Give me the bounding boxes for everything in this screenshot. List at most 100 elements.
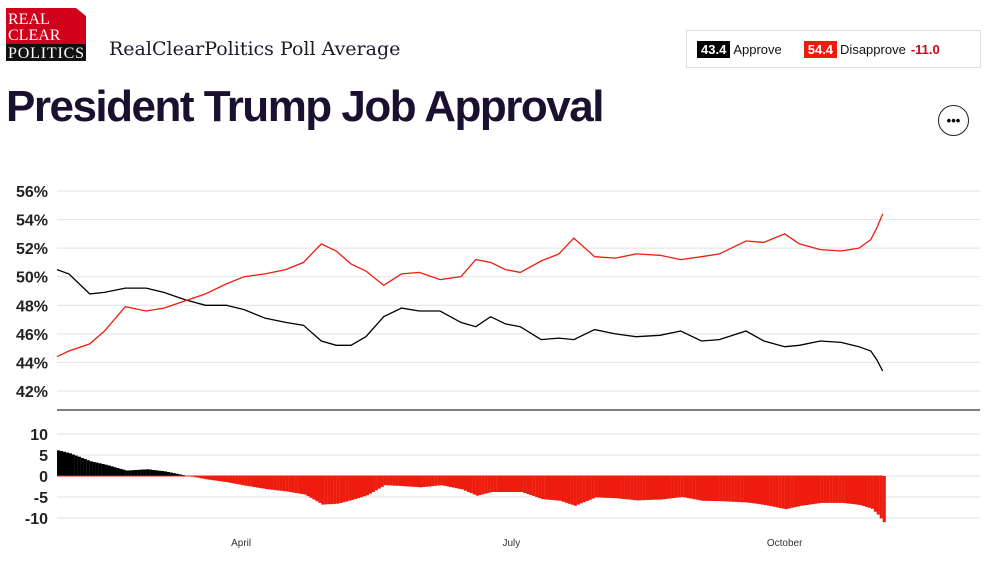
spread-bar [674, 476, 678, 498]
spread-bar [155, 470, 159, 476]
spread-bar [160, 471, 164, 476]
spread-bar [152, 470, 156, 476]
spread-bar [413, 476, 417, 487]
x-tick-label: April [231, 538, 251, 549]
spread-bar [505, 476, 509, 492]
spread-bar [573, 476, 577, 506]
spread-bar [755, 476, 759, 504]
spread-bar [285, 476, 289, 492]
spread-bar [879, 476, 883, 519]
spread-bar [677, 476, 681, 498]
spread-bar [558, 476, 562, 501]
spread-bar [725, 476, 729, 502]
ellipsis-icon: ••• [946, 113, 961, 128]
spread-bar [460, 476, 464, 490]
svg-text:REAL: REAL [8, 11, 50, 28]
spread-bar [125, 470, 129, 476]
spread-bar [359, 476, 363, 498]
spread-bar [60, 451, 64, 476]
spread-bar [475, 476, 479, 496]
spread-bar [294, 476, 298, 493]
spread-bar [734, 476, 738, 502]
spread-bar [264, 476, 268, 489]
spread-bar [288, 476, 292, 492]
spread-bar [214, 476, 218, 481]
spread-bar [710, 476, 714, 501]
spread-bar [466, 476, 470, 492]
spread-bar [422, 476, 426, 487]
spread-bar [339, 476, 343, 503]
spread-bar [128, 470, 132, 476]
spread-bar [389, 476, 393, 486]
spread-bar [686, 476, 690, 499]
spread-bar [261, 476, 265, 489]
spread-bar [787, 476, 791, 509]
y-tick-label: 50% [16, 270, 48, 287]
spread-bar [585, 476, 589, 501]
spread-bar [425, 476, 429, 487]
spread-bar [526, 476, 530, 494]
y-tick-label: 10 [30, 427, 48, 444]
spread-bar [855, 476, 859, 505]
spread-bar [80, 457, 84, 476]
spread-bar [68, 453, 72, 476]
spread-bar [648, 476, 652, 500]
spread-bar [793, 476, 797, 508]
spread-bar [820, 476, 824, 503]
spread-bar [137, 469, 141, 476]
spread-bar [570, 476, 574, 505]
spread-bar [282, 476, 286, 492]
spread-bar [784, 476, 788, 510]
spread-bar [205, 476, 209, 480]
spread-bar [561, 476, 565, 502]
y-tick-label: 0 [39, 469, 48, 486]
spread-bar [178, 474, 182, 476]
spread-bar [656, 476, 660, 500]
spread-bar [232, 476, 236, 484]
spread-bar [312, 476, 316, 500]
spread-bar [217, 476, 221, 481]
spread-bar [844, 476, 848, 504]
spread-bar [838, 476, 842, 503]
spread-bar [437, 476, 441, 486]
spread-bar [241, 476, 245, 486]
spread-bar [472, 476, 476, 495]
spread-bar [692, 476, 696, 500]
spread-bar [873, 476, 877, 512]
spread-bar [847, 476, 851, 504]
spread-bar [250, 476, 254, 487]
spread-bar [267, 476, 271, 490]
spread-bar [330, 476, 334, 505]
spread-bar [597, 476, 601, 498]
y-tick-label: -10 [25, 511, 48, 528]
spread-bar [722, 476, 726, 502]
spread-bar [71, 454, 75, 476]
spread-bar [196, 476, 200, 478]
spread-bar [386, 476, 390, 486]
svg-text:POLITICS: POLITICS [8, 45, 84, 61]
spread-bar [781, 476, 785, 509]
svg-text:CLEAR: CLEAR [8, 27, 61, 44]
spread-bar [671, 476, 675, 499]
spread-bar [858, 476, 862, 505]
more-options-button[interactable]: ••• [938, 105, 969, 136]
spread-bar [802, 476, 806, 506]
spread-bar [431, 476, 435, 487]
spread-bar [850, 476, 854, 504]
spread-bar [446, 476, 450, 487]
spread-bar [401, 476, 405, 487]
spread-bar [270, 476, 274, 490]
spread-bar [89, 461, 93, 476]
spread-bar [62, 451, 66, 476]
spread-bar [502, 476, 506, 492]
spread-bar [805, 476, 809, 505]
spread-bar [496, 476, 500, 492]
spread-bar [199, 476, 203, 479]
spread-bar [698, 476, 702, 501]
spread-bar [377, 476, 381, 489]
y-tick-label: 46% [16, 327, 48, 344]
spread-bar [374, 476, 378, 491]
spread-bar [321, 476, 325, 505]
spread-bar [490, 476, 494, 492]
y-tick-label: -5 [34, 490, 48, 507]
